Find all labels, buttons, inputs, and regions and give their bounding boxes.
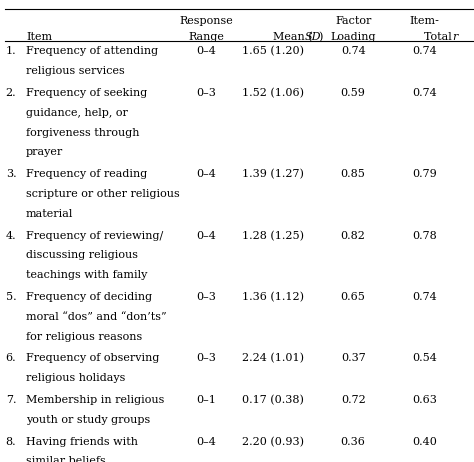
Text: Factor: Factor (335, 16, 371, 26)
Text: 0–4: 0–4 (196, 437, 216, 447)
Text: Total: Total (424, 32, 456, 43)
Text: 0.40: 0.40 (412, 437, 437, 447)
Text: guidance, help, or: guidance, help, or (26, 108, 128, 118)
Text: Frequency of seeking: Frequency of seeking (26, 88, 147, 98)
Text: 0.79: 0.79 (412, 169, 437, 179)
Text: Response: Response (179, 16, 233, 26)
Text: SD: SD (305, 32, 321, 43)
Text: religious holidays: religious holidays (26, 373, 126, 383)
Text: Item-: Item- (409, 16, 439, 26)
Text: 2.: 2. (6, 88, 16, 98)
Text: 0.74: 0.74 (412, 46, 437, 56)
Text: material: material (26, 209, 73, 219)
Text: 0.54: 0.54 (412, 353, 437, 364)
Text: 0–4: 0–4 (196, 46, 216, 56)
Text: 7.: 7. (6, 395, 16, 405)
Text: religious services: religious services (26, 66, 125, 76)
Text: 8.: 8. (6, 437, 16, 447)
Text: 6.: 6. (6, 353, 16, 364)
Text: 0.78: 0.78 (412, 231, 437, 241)
Text: 0–3: 0–3 (196, 353, 216, 364)
Text: 0–1: 0–1 (196, 395, 216, 405)
Text: scripture or other religious: scripture or other religious (26, 189, 180, 199)
Text: ): ) (319, 32, 323, 43)
Text: 1.36 (1.12): 1.36 (1.12) (242, 292, 303, 302)
Text: r: r (452, 32, 457, 43)
Text: Frequency of attending: Frequency of attending (26, 46, 158, 56)
Text: 0–3: 0–3 (196, 88, 216, 98)
Text: prayer: prayer (26, 147, 64, 158)
Text: Item: Item (26, 32, 52, 43)
Text: 0.85: 0.85 (341, 169, 365, 179)
Text: forgiveness through: forgiveness through (26, 128, 139, 138)
Text: similar beliefs: similar beliefs (26, 456, 106, 462)
Text: teachings with family: teachings with family (26, 270, 147, 280)
Text: 0.74: 0.74 (341, 46, 365, 56)
Text: 1.65 (1.20): 1.65 (1.20) (242, 46, 303, 56)
Text: for religious reasons: for religious reasons (26, 332, 142, 342)
Text: 0.63: 0.63 (412, 395, 437, 405)
Text: 0.65: 0.65 (341, 292, 365, 302)
Text: youth or study groups: youth or study groups (26, 415, 150, 425)
Text: 0.36: 0.36 (341, 437, 365, 447)
Text: 0.74: 0.74 (412, 292, 437, 302)
Text: 2.24 (1.01): 2.24 (1.01) (242, 353, 303, 364)
Text: Frequency of observing: Frequency of observing (26, 353, 159, 364)
Text: 0.74: 0.74 (412, 88, 437, 98)
Text: 0.72: 0.72 (341, 395, 365, 405)
Text: 1.28 (1.25): 1.28 (1.25) (242, 231, 303, 241)
Text: 0–4: 0–4 (196, 231, 216, 241)
Text: discussing religious: discussing religious (26, 250, 138, 261)
Text: 1.52 (1.06): 1.52 (1.06) (242, 88, 303, 98)
Text: 2.20 (0.93): 2.20 (0.93) (242, 437, 303, 447)
Text: 4.: 4. (6, 231, 16, 241)
Text: Loading: Loading (330, 32, 376, 43)
Text: Frequency of reviewing/: Frequency of reviewing/ (26, 231, 164, 241)
Text: Frequency of deciding: Frequency of deciding (26, 292, 152, 302)
Text: 0.17 (0.38): 0.17 (0.38) (242, 395, 303, 405)
Text: 0.59: 0.59 (341, 88, 365, 98)
Text: moral “dos” and “don’ts”: moral “dos” and “don’ts” (26, 312, 167, 322)
Text: Having friends with: Having friends with (26, 437, 138, 447)
Text: Membership in religious: Membership in religious (26, 395, 164, 405)
Text: Range: Range (188, 32, 224, 43)
Text: 0.37: 0.37 (341, 353, 365, 364)
Text: Mean (: Mean ( (273, 32, 312, 43)
Text: 0–3: 0–3 (196, 292, 216, 302)
Text: 3.: 3. (6, 169, 16, 179)
Text: 1.: 1. (6, 46, 16, 56)
Text: 0–4: 0–4 (196, 169, 216, 179)
Text: Frequency of reading: Frequency of reading (26, 169, 147, 179)
Text: 5.: 5. (6, 292, 16, 302)
Text: 0.82: 0.82 (341, 231, 365, 241)
Text: 1.39 (1.27): 1.39 (1.27) (242, 169, 303, 179)
